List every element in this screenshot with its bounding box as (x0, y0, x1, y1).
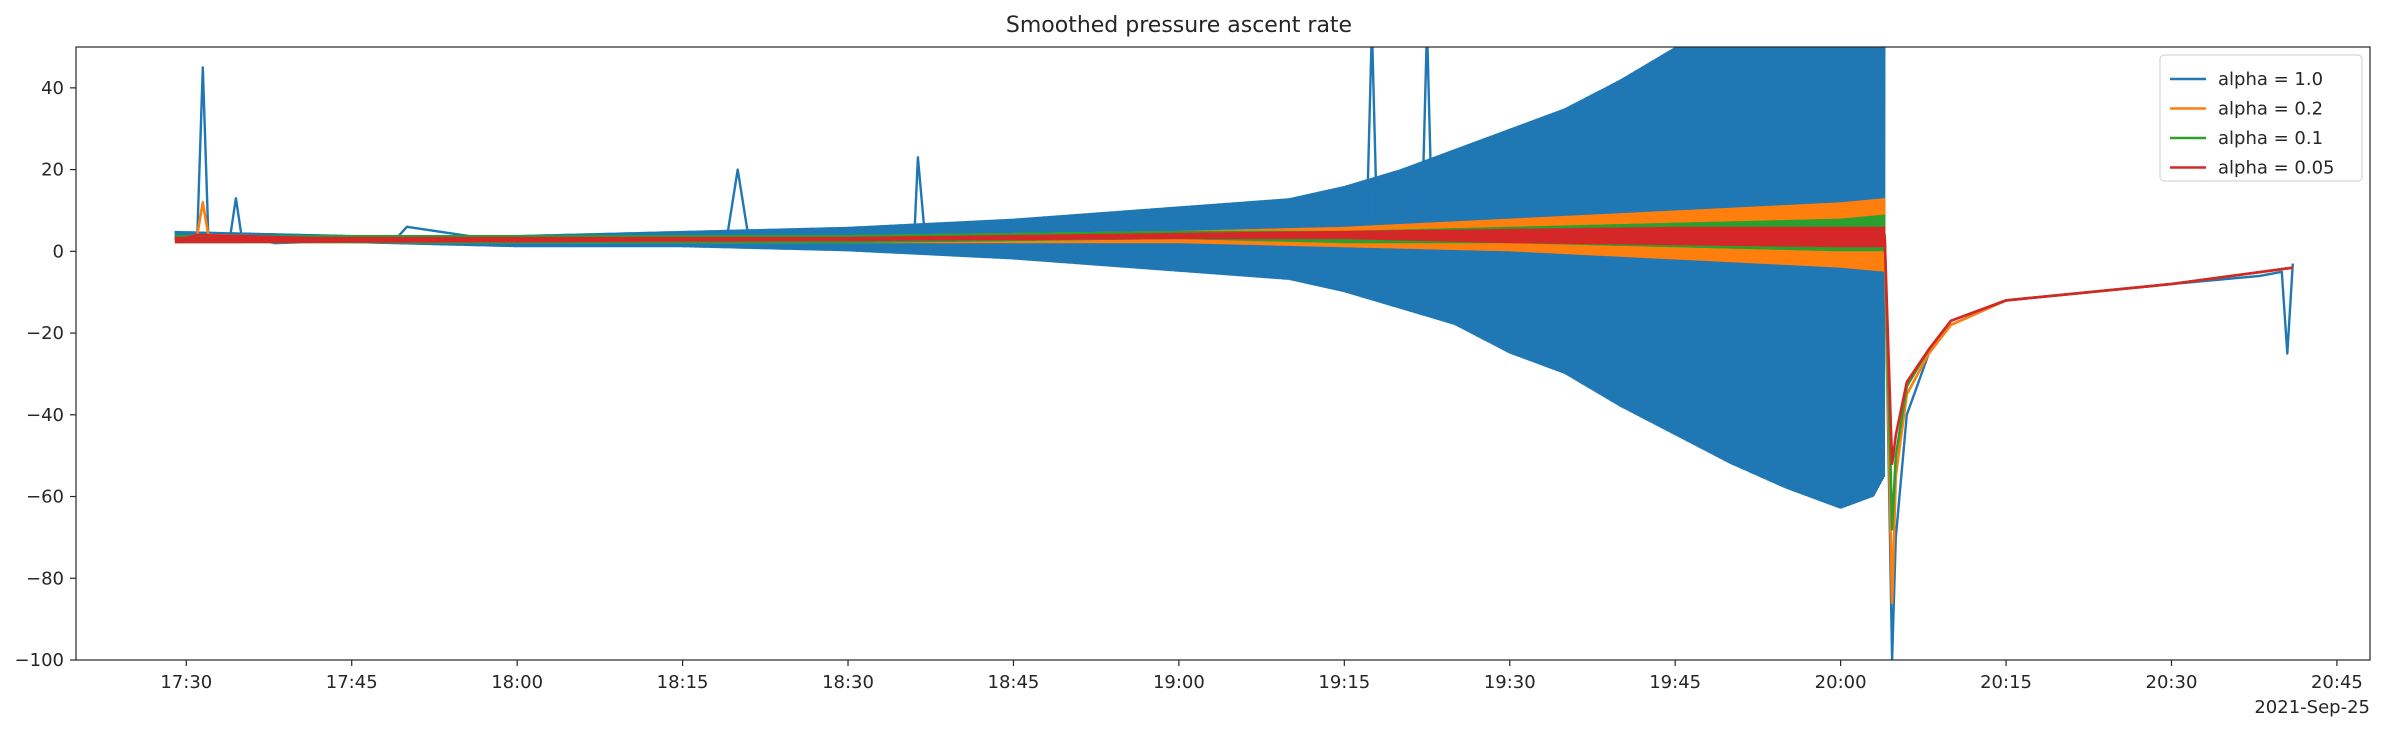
y-tick-label: −60 (26, 487, 64, 508)
y-tick-label: −80 (26, 568, 64, 589)
legend-label: alpha = 0.2 (2218, 99, 2323, 120)
x-tick-label: 18:00 (491, 672, 543, 693)
axes-frame (75, 46, 2371, 661)
legend-box (2159, 54, 2363, 182)
x-tick-label: 18:15 (657, 672, 709, 693)
series-line-alpha-0-05 (174, 233, 2293, 466)
series-line-alpha-0-1 (175, 233, 2293, 531)
plot-area (174, 47, 2294, 660)
x-tick-label: 19:45 (1649, 672, 1701, 693)
legend-label: alpha = 0.05 (2218, 158, 2335, 179)
y-tick-label: −100 (15, 650, 64, 671)
y-tick-label: 40 (41, 78, 64, 99)
legend-label: alpha = 0.1 (2218, 128, 2323, 149)
x-tick-label: 17:45 (326, 672, 378, 693)
x-tick-label: 20:45 (2311, 672, 2363, 693)
series-band-alpha-1-0 (174, 47, 1886, 509)
x-tick-label: 20:30 (2146, 672, 2198, 693)
y-tick-label: −40 (26, 405, 64, 426)
x-tick-label: 18:30 (822, 672, 874, 693)
y-tick-label: −20 (26, 323, 64, 344)
chart-title: Smoothed pressure ascent rate (1006, 13, 1352, 38)
x-tick-label: 19:00 (1153, 672, 1205, 693)
y-axis: −100 −80 −60 −40 −20 0 20 40 (15, 78, 76, 671)
series-band-alpha-0-05 (174, 226, 1886, 248)
y-tick-label: 0 (53, 241, 64, 262)
series-line-alpha-1-0 (175, 47, 2294, 660)
legend-label: alpha = 1.0 (2218, 69, 2323, 90)
x-tick-label: 19:30 (1484, 672, 1536, 693)
x-tick-label: 20:15 (1980, 672, 2032, 693)
x-axis: 17:30 17:45 18:00 18:15 18:30 18:45 19:00 19:15… (160, 660, 2363, 693)
y-tick-label: 20 (41, 160, 64, 181)
date-offset-label: 2021-Sep-25 (2254, 697, 2370, 718)
legend: alpha = 1.0 alpha = 0.2 alpha = 0.1 alpha =… (2159, 54, 2363, 182)
x-tick-label: 17:30 (160, 672, 212, 693)
x-tick-label: 18:45 (988, 672, 1040, 693)
x-tick-label: 20:00 (1815, 672, 1867, 693)
x-tick-label: 19:15 (1318, 672, 1370, 693)
